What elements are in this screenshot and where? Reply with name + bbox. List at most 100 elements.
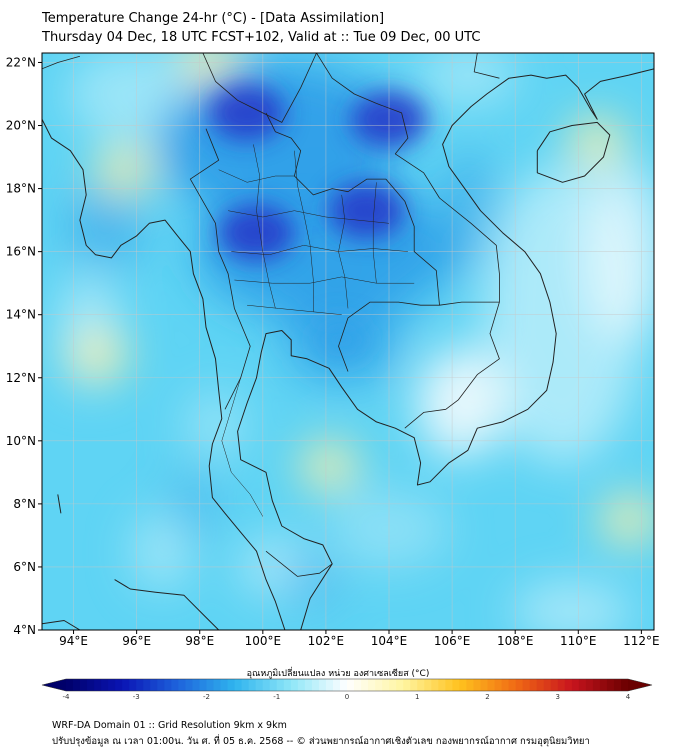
colorbar-cell bbox=[389, 679, 397, 691]
colorbar-cell bbox=[578, 679, 587, 691]
border bbox=[42, 55, 81, 70]
coastline-andaman bbox=[42, 118, 286, 630]
colorbar-cell bbox=[501, 679, 509, 691]
colorbar-cell bbox=[522, 679, 531, 691]
border bbox=[439, 301, 500, 306]
colorbar-cell bbox=[164, 679, 172, 691]
lat-label: 12°N bbox=[6, 371, 36, 385]
colorbar-tick-label: 1 bbox=[415, 693, 419, 701]
lon-label: 102°E bbox=[308, 634, 345, 648]
cooling-region bbox=[280, 549, 341, 610]
colorbar-cell bbox=[192, 679, 200, 691]
colorbar-cell bbox=[290, 679, 299, 691]
border bbox=[265, 550, 333, 577]
map-frame bbox=[41, 52, 655, 631]
province-line bbox=[294, 150, 314, 312]
map-title: Temperature Change 24-hr (°C) - [Data As… bbox=[42, 11, 385, 26]
cooling-region bbox=[65, 181, 146, 272]
colorbar-cell bbox=[297, 679, 306, 691]
colorbar-cell bbox=[255, 679, 264, 691]
colorbar-cell bbox=[283, 679, 292, 691]
colorbar-cell bbox=[347, 679, 355, 691]
colorbar-cell bbox=[382, 679, 390, 691]
cooling-core bbox=[218, 204, 295, 261]
temperature-change-map: 22°N 20°N 18°N 16°N 14°N 12°N 10°N 8°N 6°N 4°N 94… bbox=[6, 52, 660, 648]
province-line bbox=[228, 210, 390, 224]
colorbar-tick-label: 4 bbox=[626, 693, 631, 701]
lat-label: 14°N bbox=[6, 308, 36, 322]
colorbar-cell bbox=[494, 679, 502, 691]
colorbar-cell bbox=[220, 679, 228, 691]
colorbar-cell bbox=[157, 679, 165, 691]
colorbar-cell bbox=[332, 679, 341, 691]
lon-label: 112°E bbox=[623, 634, 660, 648]
border bbox=[202, 53, 317, 123]
province-line bbox=[247, 304, 342, 315]
lat-label: 18°N bbox=[6, 182, 36, 196]
coastlines-and-borders bbox=[42, 53, 654, 630]
model-info: WRF-DA Domain 01 :: Grid Resolution 9km … bbox=[52, 720, 287, 731]
colorbar-cell bbox=[262, 679, 271, 691]
colorbar-tick-label: -1 bbox=[273, 693, 280, 701]
colorbar-tick-label: -4 bbox=[63, 693, 71, 701]
cooling-core bbox=[209, 84, 286, 141]
colorbar-cell bbox=[431, 679, 439, 691]
colorbar-cell bbox=[480, 679, 488, 691]
colorbar-cell bbox=[66, 679, 74, 691]
colorbar-cell bbox=[606, 679, 615, 691]
colorbar-cell bbox=[452, 679, 460, 691]
colorbar-cell bbox=[304, 679, 313, 691]
colorbar-cell bbox=[466, 679, 474, 691]
province-line bbox=[231, 245, 408, 256]
colorbar-cell bbox=[143, 679, 151, 691]
colorbar-cell bbox=[73, 679, 81, 691]
colorbar-cell bbox=[129, 679, 137, 691]
colorbar-cell bbox=[115, 679, 123, 691]
province-line bbox=[372, 182, 377, 284]
graticule bbox=[42, 53, 654, 630]
coastline-sumatra bbox=[114, 579, 220, 630]
colorbar-title: อุณหภูมิเปลี่ยนแปลง หน่วย องศาเซลเซียส (… bbox=[246, 669, 430, 679]
colorbar-cell bbox=[536, 679, 545, 691]
colorbar-cell bbox=[136, 679, 144, 691]
colorbar-max-extend bbox=[628, 679, 652, 691]
colorbar-cell bbox=[87, 679, 95, 691]
colorbar-cell bbox=[248, 679, 257, 691]
colorbar-cell bbox=[199, 679, 207, 691]
colorbar-cell bbox=[620, 679, 629, 691]
colorbar-cell bbox=[417, 679, 425, 691]
colorbar: -4 -3 -2 -1 0 1 2 3 4 bbox=[41, 678, 653, 701]
border bbox=[189, 128, 251, 410]
province-line bbox=[338, 194, 349, 309]
lon-label: 98°E bbox=[185, 634, 214, 648]
colorbar-cell bbox=[613, 679, 622, 691]
latitude-labels: 22°N 20°N 18°N 16°N 14°N 12°N 10°N 8°N 6°N 4°N bbox=[6, 55, 42, 637]
border bbox=[316, 53, 500, 429]
colorbar-cell bbox=[410, 679, 418, 691]
colorbar-cell bbox=[550, 679, 559, 691]
coastline-nicobar-islands bbox=[57, 494, 62, 514]
lon-label: 110°E bbox=[560, 634, 597, 648]
colorbar-cell bbox=[515, 679, 524, 691]
colorbar-cell bbox=[403, 679, 411, 691]
map-subtitle: Thursday 04 Dec, 18 UTC FCST+102, Valid … bbox=[42, 30, 481, 45]
province-line bbox=[218, 169, 295, 183]
colorbar-cell bbox=[543, 679, 552, 691]
lat-label: 8°N bbox=[13, 497, 36, 511]
colorbar-cell bbox=[171, 679, 179, 691]
colorbar-cell bbox=[339, 679, 348, 691]
colorbar-cell bbox=[396, 679, 404, 691]
colorbar-cell bbox=[206, 679, 214, 691]
colorbar-cell bbox=[438, 679, 446, 691]
colorbar-cell bbox=[445, 679, 453, 691]
border bbox=[473, 53, 500, 79]
colorbar-cell bbox=[361, 679, 369, 691]
warming-spot bbox=[569, 117, 626, 166]
cooling-core bbox=[328, 182, 405, 239]
colorbar-cell bbox=[80, 679, 88, 691]
warming-spot bbox=[70, 331, 127, 380]
colorbar-cell bbox=[529, 679, 538, 691]
pale-region bbox=[417, 53, 518, 106]
update-info: ปรับปรุงข้อมูล ณ เวลา 01:00น. วัน ศ. ที่… bbox=[52, 736, 590, 747]
colorbar-cell bbox=[150, 679, 158, 691]
